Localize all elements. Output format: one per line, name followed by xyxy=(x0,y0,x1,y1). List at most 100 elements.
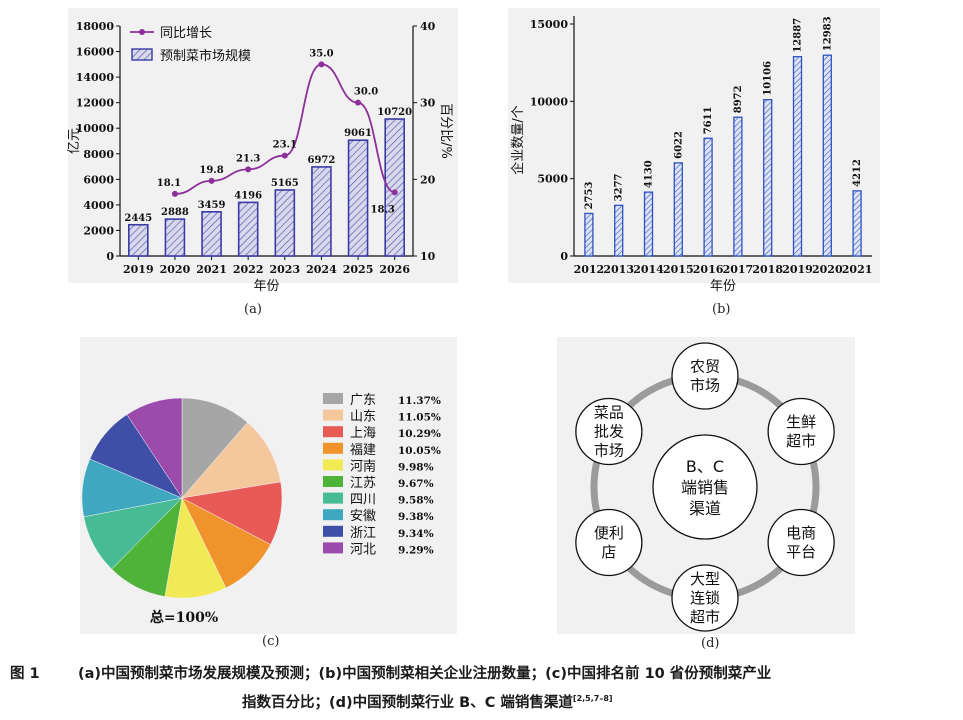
x-tick-label: 2012 xyxy=(574,263,605,276)
legend-value: 9.29% xyxy=(398,544,434,556)
line-point xyxy=(245,166,252,173)
center-label-line: 渠道 xyxy=(689,499,721,518)
bar xyxy=(347,139,369,257)
pie-total-label: 总=100% xyxy=(150,609,218,626)
caption-refs: [2,5,7–8] xyxy=(572,694,613,704)
bar-value-label: 6972 xyxy=(308,155,336,166)
channel-node-label: 超市 xyxy=(786,432,816,450)
bar-value-label: 2888 xyxy=(161,207,189,218)
bar-value-label: 2445 xyxy=(124,213,152,224)
channel-node-label: 市场 xyxy=(594,442,624,460)
line-value-label: 19.8 xyxy=(199,165,223,176)
legend-swatch xyxy=(323,409,343,421)
channel-node-label: 生鲜 xyxy=(786,413,816,431)
legend-bar-swatch xyxy=(131,48,153,61)
left-tick-label: 6000 xyxy=(83,173,114,186)
legend-label: 上海 xyxy=(350,426,376,441)
bar-value-label: 4196 xyxy=(234,190,262,201)
bar xyxy=(763,99,773,257)
center-label-line: B、C xyxy=(686,457,724,476)
line-point xyxy=(391,189,398,196)
bar-value-label: 4212 xyxy=(852,159,863,187)
right-tick-label: 30 xyxy=(420,97,436,110)
bar xyxy=(128,223,149,257)
bar-value-label: 9061 xyxy=(344,128,372,139)
growth-line xyxy=(174,63,395,195)
bar xyxy=(274,189,296,257)
channel-node-label: 便利 xyxy=(594,524,624,542)
chart-c-panel: 总=100% 广东 11.37% 山东 11.05% 上海 10.29% 福建 10.05% 河南… xyxy=(80,337,457,634)
left-axis-title: 亿元 xyxy=(67,128,82,154)
chart-a-sublabel: (a) xyxy=(244,302,262,317)
left-tick-label: 8000 xyxy=(83,148,114,161)
legend-swatch xyxy=(323,459,343,471)
legend-value: 10.05% xyxy=(398,445,441,457)
line-value-label: 30.0 xyxy=(354,87,378,98)
line-point xyxy=(318,61,325,68)
x-axis-title: 年份 xyxy=(710,279,736,294)
x-tick-label: 2015 xyxy=(663,263,694,276)
legend-swatch xyxy=(323,426,343,438)
legend-label: 广东 xyxy=(350,393,376,408)
bar-value-label: 3277 xyxy=(614,173,625,201)
legend-swatch xyxy=(323,476,343,487)
x-tick-label: 2019 xyxy=(782,263,813,276)
x-tick-label: 2025 xyxy=(343,263,374,276)
left-tick-label: 16000 xyxy=(76,46,115,59)
center-circle xyxy=(652,434,758,540)
y-tick-label: 5000 xyxy=(537,173,568,186)
bar xyxy=(643,191,654,257)
legend-label: 安徽 xyxy=(350,509,376,524)
x-axis-title: 年份 xyxy=(253,279,279,294)
bar xyxy=(852,190,862,257)
bar-value-label: 6022 xyxy=(673,131,684,159)
legend-line-label: 同比增长 xyxy=(160,26,212,41)
bar-value-label: 3459 xyxy=(198,200,226,211)
legend-value: 9.34% xyxy=(398,528,434,540)
channel-node-label: 菜品 xyxy=(594,404,624,422)
bar xyxy=(164,218,186,257)
y-tick-label: 10000 xyxy=(530,95,569,108)
line-point xyxy=(171,190,178,197)
x-tick-label: 2017 xyxy=(723,263,754,276)
line-value-label: 35.0 xyxy=(309,48,333,59)
y-tick-label: 15000 xyxy=(530,18,569,31)
bar xyxy=(384,118,405,257)
bar xyxy=(822,54,832,257)
right-axis-title: 百分比/% xyxy=(438,103,453,159)
legend-value: 9.67% xyxy=(398,478,434,490)
legend-swatch xyxy=(323,509,343,521)
legend-line-marker xyxy=(139,29,145,35)
x-tick-label: 2013 xyxy=(603,263,634,276)
pie-slice xyxy=(181,422,281,499)
bar-value-label: 12887 xyxy=(793,18,804,53)
y-axis-title: 企业数量/个 xyxy=(510,105,526,174)
x-tick-label: 2020 xyxy=(160,263,191,276)
legend-swatch xyxy=(323,542,343,554)
line-value-label: 23.1 xyxy=(273,140,297,151)
x-tick-label: 2026 xyxy=(379,263,410,276)
channel-node-label: 平台 xyxy=(786,543,816,561)
chart-c-sublabel: (c) xyxy=(262,634,280,649)
left-tick-label: 4000 xyxy=(83,199,114,212)
channel-node-label: 电商 xyxy=(786,524,816,542)
bar xyxy=(792,56,803,257)
channel-node xyxy=(767,508,835,577)
y-tick-label: 0 xyxy=(560,250,568,263)
left-tick-label: 18000 xyxy=(76,20,115,33)
x-tick-label: 2022 xyxy=(233,263,264,276)
x-tick-label: 2021 xyxy=(196,263,227,276)
diagram-d-sublabel: (d) xyxy=(701,636,720,651)
legend-swatch xyxy=(323,525,343,537)
chart-b-sublabel: (b) xyxy=(712,302,731,317)
legend-label: 山东 xyxy=(350,410,376,425)
x-tick-label: 2021 xyxy=(842,263,873,276)
left-tick-label: 0 xyxy=(106,250,114,263)
legend-label: 河北 xyxy=(350,542,376,557)
channel-node-label: 店 xyxy=(601,543,616,561)
x-tick-label: 2018 xyxy=(752,263,783,276)
legend-label: 江苏 xyxy=(350,475,376,491)
chart-b-panel: 0 5000 10000 15000 2012 2013 2014 2015 2016 2017 2… xyxy=(508,8,880,294)
legend-swatch xyxy=(323,442,343,454)
